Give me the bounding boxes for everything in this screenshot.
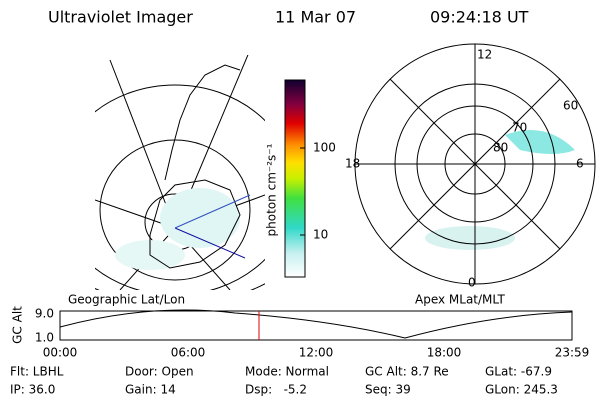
time-tick-label: 06:00 (171, 346, 206, 360)
geographic-map (95, 55, 265, 290)
geographic-map (164, 64, 241, 181)
date: 11 Mar 07 (275, 8, 356, 27)
colorbar-label: photon cm⁻²s⁻¹ (265, 143, 279, 236)
info-field: Seq: 39 (365, 383, 411, 397)
info-field: GLat: -67.9 (485, 365, 552, 379)
colorbar-ticks (300, 147, 305, 236)
instrument: Ultraviolet Imager (48, 8, 193, 27)
geographic-map (95, 84, 265, 290)
colorbar (284, 79, 306, 278)
lat-label: 70 (512, 121, 527, 135)
mlt-label: 0 (468, 276, 476, 290)
time-tick-label: 23:59 (555, 346, 590, 360)
info-rows: Flt: LBHL Door: Open Mode: Normal GC Alt: 8… (10, 365, 558, 397)
time-ticks: 00:00 06:00 12:00 18:00 23:59 (43, 346, 590, 360)
time-tick-label: 12:00 (299, 346, 334, 360)
polar-grid (425, 226, 515, 250)
geographic-map (174, 227, 246, 259)
geographic-map (174, 194, 251, 229)
map-title: Apex MLat/MLT (415, 293, 505, 307)
colorbar-tick: 100 (313, 141, 336, 155)
mlt-label: 18 (345, 157, 360, 171)
info-field: GC Alt: 8.7 Re (365, 365, 449, 379)
mlt-label: 6 (576, 157, 584, 171)
time: 09:24:18 UT (430, 8, 529, 27)
info-field: GLon: 245.3 (485, 383, 558, 397)
lat-label: 60 (563, 99, 578, 113)
time-tick-label: 18:00 (427, 346, 462, 360)
altitude-frame (59, 310, 573, 341)
altitude-tick: 9.0 (35, 307, 54, 321)
polar-grid (425, 130, 575, 250)
polar-grid (354, 43, 596, 285)
mlt-label: 12 (477, 48, 492, 62)
lat-label: 80 (493, 141, 508, 155)
geographic-map (109, 59, 176, 229)
polar-grid (389, 78, 561, 250)
altitude-tick: 1.0 (35, 331, 54, 345)
colorbar-tick: 10 (313, 228, 328, 242)
polar-grid (505, 130, 575, 154)
info-field: Gain: 14 (125, 383, 176, 397)
time-tick-label: 00:00 (43, 346, 78, 360)
geographic-map (149, 179, 241, 269)
map-title: Geographic Lat/Lon (68, 293, 185, 307)
info-field: IP: 36.0 (10, 383, 55, 397)
altitude-curve (59, 309, 573, 339)
info-field: Dsp: -5.2 (245, 383, 307, 397)
info-field: Flt: LBHL (10, 365, 64, 379)
geographic-map (160, 188, 240, 248)
info-field: Mode: Normal (245, 365, 329, 379)
info-field: Door: Open (125, 365, 194, 379)
altitude-label: GC Alt (11, 306, 25, 344)
